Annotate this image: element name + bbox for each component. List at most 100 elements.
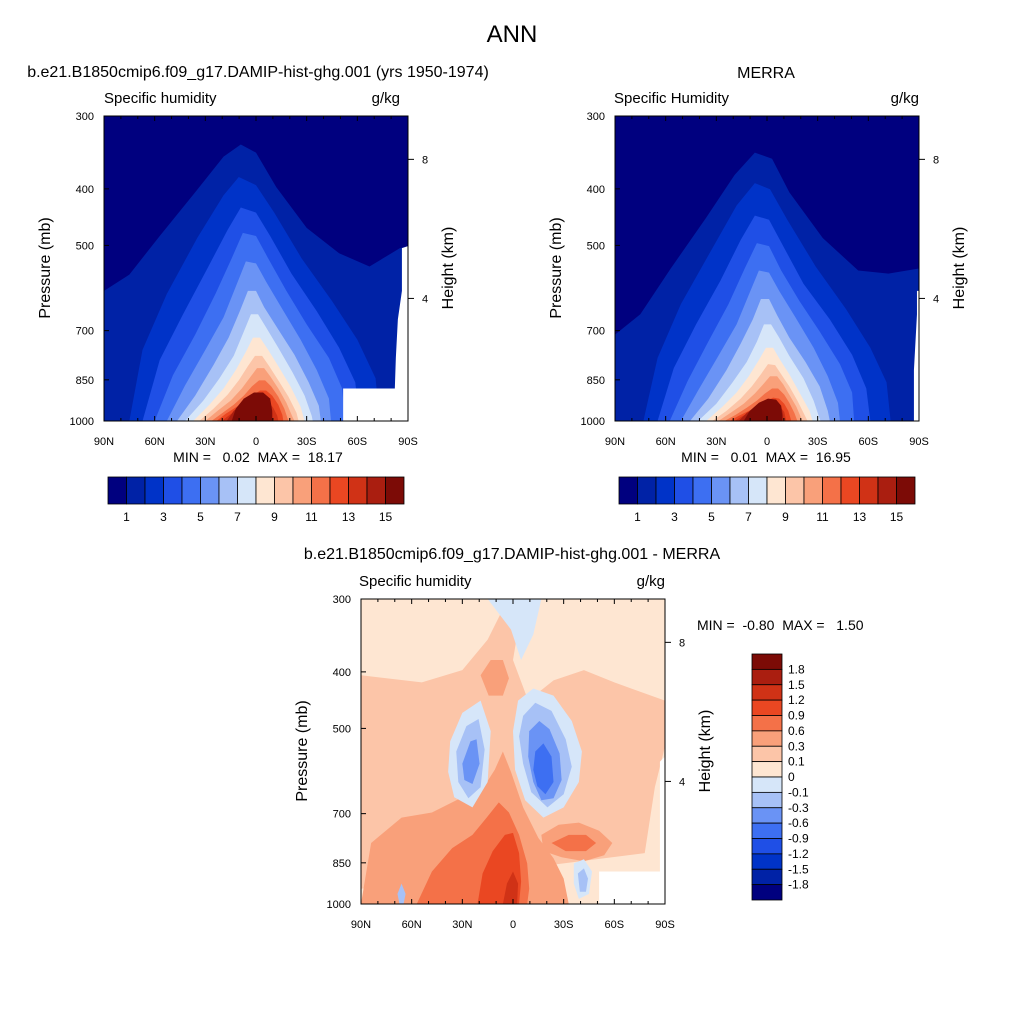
colorbar-swatch [385,476,405,505]
contour-plot [615,116,919,421]
colorbar-swatch [748,476,768,505]
x-tick-label: 30S [554,919,574,931]
colorbar-swatch [107,476,127,505]
colorbar-swatch [751,884,783,901]
colorbar-swatch [840,476,860,505]
colorbar-swatch [859,476,879,505]
contour-plot [361,599,665,904]
colorbar-label: 9 [271,510,278,524]
y-tick-label: 500 [587,240,605,252]
x-tick-label: 0 [510,919,516,931]
x-tick-label: 60S [605,919,625,931]
colorbar-swatch [751,684,783,701]
x-tick-label: 0 [253,436,259,448]
x-tick-label: 30N [195,436,215,448]
contour-level [397,883,406,904]
x-tick-label: 30S [297,436,317,448]
contour-level [487,599,542,660]
colorbar-label: 11 [305,510,318,524]
colorbar-swatch [200,476,220,505]
y-tick-label: 300 [587,111,605,123]
panel-difference: b.e21.B1850cmip6.f09_g17.DAMIP-hist-ghg.… [294,546,864,931]
colorbar-label: -0.9 [788,832,809,846]
colorbar-label: 3 [671,510,678,524]
contour-plot [104,116,408,421]
variable-label: Specific Humidity [614,90,730,107]
y-right-tick-label: 4 [933,293,939,305]
x-tick-label: 60N [145,436,165,448]
x-tick-label: 30N [706,436,726,448]
colorbar-label: 15 [379,510,393,524]
y-tick-label: 400 [587,184,605,196]
colorbar-swatch [348,476,368,505]
colorbar-swatch [255,476,275,505]
x-tick-label: 30S [808,436,828,448]
y-tick-label: 400 [76,184,94,196]
y-tick-label: 700 [333,809,351,821]
y-axis-right-label: Height (km) [440,227,457,310]
units-label: g/kg [637,573,665,590]
min-max-label: MIN = 0.02 MAX = 18.17 [173,449,343,465]
y-tick-label: 1000 [327,899,351,911]
colorbar-label: -0.6 [788,816,809,830]
colorbar-label: 5 [708,510,715,524]
panel-title: b.e21.B1850cmip6.f09_g17.DAMIP-hist-ghg.… [27,64,489,81]
colorbar-label: 7 [745,510,752,524]
colorbar-swatch [126,476,146,505]
colorbar-label: 0.9 [788,709,805,723]
panel-model: b.e21.B1850cmip6.f09_g17.DAMIP-hist-ghg.… [27,64,489,524]
colorbar-swatch [674,476,694,505]
y-axis-right-label: Height (km) [951,227,968,310]
y-right-tick-label: 4 [679,776,685,788]
colorbar-swatch [181,476,201,505]
colorbar-label: 7 [234,510,241,524]
colorbar-swatch [803,476,823,505]
y-tick-label: 850 [587,375,605,387]
contour-level [231,392,273,421]
colorbar-swatch [751,668,783,686]
colorbar-swatch [751,868,783,886]
colorbar-label: 1 [123,510,130,524]
page-title: ANN [487,21,538,48]
colorbar-swatch [785,476,805,505]
x-tick-label: 90N [94,436,114,448]
x-tick-label: 90S [655,919,675,931]
colorbar-label: 0.1 [788,755,805,769]
y-tick-label: 400 [333,667,351,679]
y-axis-right-label: Height (km) [697,710,714,793]
min-max-label: MIN = 0.01 MAX = 16.95 [681,449,851,465]
panel-title: b.e21.B1850cmip6.f09_g17.DAMIP-hist-ghg.… [304,546,721,563]
colorbar-swatch [751,745,783,763]
colorbar-swatch [751,807,783,824]
colorbar-swatch [751,776,783,793]
x-tick-label: 90S [398,436,418,448]
y-tick-label: 300 [76,111,94,123]
colorbar-label: 11 [816,510,829,524]
colorbar-swatch [655,476,675,505]
y-tick-label: 300 [333,594,351,606]
x-tick-label: 90N [351,919,371,931]
y-right-tick-label: 8 [422,154,428,166]
x-tick-label: 60S [348,436,368,448]
colorbar-swatch [751,791,783,809]
colorbar-swatch [877,476,897,505]
colorbar-swatch [751,853,783,870]
variable-label: Specific humidity [104,90,217,107]
colorbar-swatch [751,653,783,670]
x-tick-label: 0 [764,436,770,448]
contour-level [551,834,597,852]
y-axis-label: Pressure (mb) [37,217,54,318]
contour-level [743,398,783,421]
y-tick-label: 1000 [581,416,605,428]
y-axis-label: Pressure (mb) [548,217,565,318]
y-right-tick-label: 8 [679,637,685,649]
x-tick-label: 60S [859,436,879,448]
colorbar-label: 13 [342,510,356,524]
x-tick-label: 90N [605,436,625,448]
colorbar-label: 9 [782,510,789,524]
y-tick-label: 850 [76,375,94,387]
colorbar-label: 13 [853,510,867,524]
colorbar-swatch [692,476,712,505]
contour-level [480,660,509,696]
colorbar-swatch [237,476,257,505]
